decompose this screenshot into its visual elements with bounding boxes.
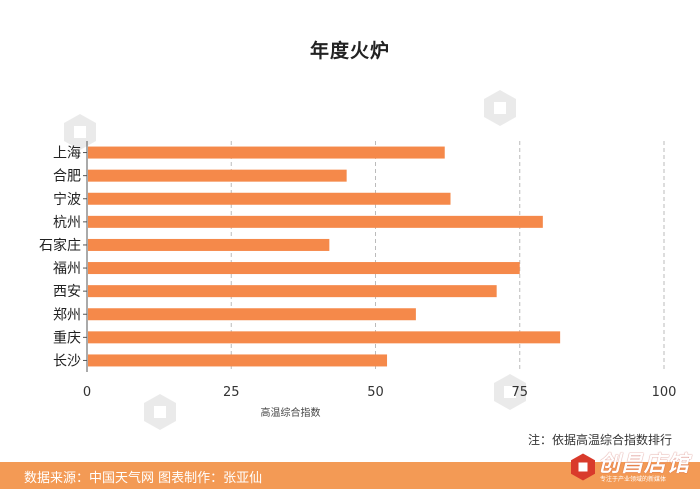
- watermark-logo-icon: [494, 374, 526, 410]
- x-tick-label: 75: [511, 385, 528, 400]
- chart-note: 注：依据高温综合指数排行: [527, 433, 672, 447]
- x-tick-label: 0: [83, 385, 91, 400]
- bar-5: [88, 262, 520, 275]
- category-label: 合肥: [53, 169, 81, 185]
- brand-logo-subtitle: 专注于产业领域的新媒体: [600, 476, 667, 483]
- category-label: 郑州: [53, 307, 81, 323]
- brand-logo: 创昌店馆 专注于产业领域的新媒体: [564, 442, 692, 488]
- watermark-logo-icon: [484, 90, 516, 126]
- brand-logo-icon: [571, 453, 595, 481]
- brand-logo-text: 创昌店馆: [598, 452, 691, 477]
- bar-7: [88, 308, 416, 321]
- category-label: 长沙: [53, 353, 81, 369]
- category-label: 重庆: [53, 330, 81, 346]
- bar-3: [88, 215, 543, 228]
- bar-1: [88, 169, 347, 182]
- watermark-logo-icon: [144, 394, 176, 430]
- category-label: 杭州: [53, 215, 81, 231]
- x-tick-label: 50: [367, 385, 384, 400]
- chart-title: 年度火炉: [309, 40, 390, 62]
- watermark-logo-icon: [64, 114, 96, 150]
- bar-0: [88, 146, 445, 159]
- footer-source-text: 数据来源：中国天气网 图表制作：张亚仙: [24, 471, 263, 486]
- bar-6: [88, 285, 497, 298]
- x-axis-label: 高温综合指数: [261, 406, 321, 419]
- category-label: 上海: [53, 146, 81, 162]
- category-label: 石家庄: [39, 237, 81, 254]
- category-label: 宁波: [53, 191, 81, 208]
- bar-9: [88, 354, 388, 367]
- category-label: 西安: [53, 284, 81, 300]
- bar-4: [88, 238, 330, 251]
- bar-8: [88, 331, 561, 344]
- x-tick-label: 25: [223, 385, 240, 400]
- x-tick-label: 100: [652, 385, 677, 400]
- category-label: 福州: [53, 261, 81, 277]
- bar-2: [88, 192, 451, 205]
